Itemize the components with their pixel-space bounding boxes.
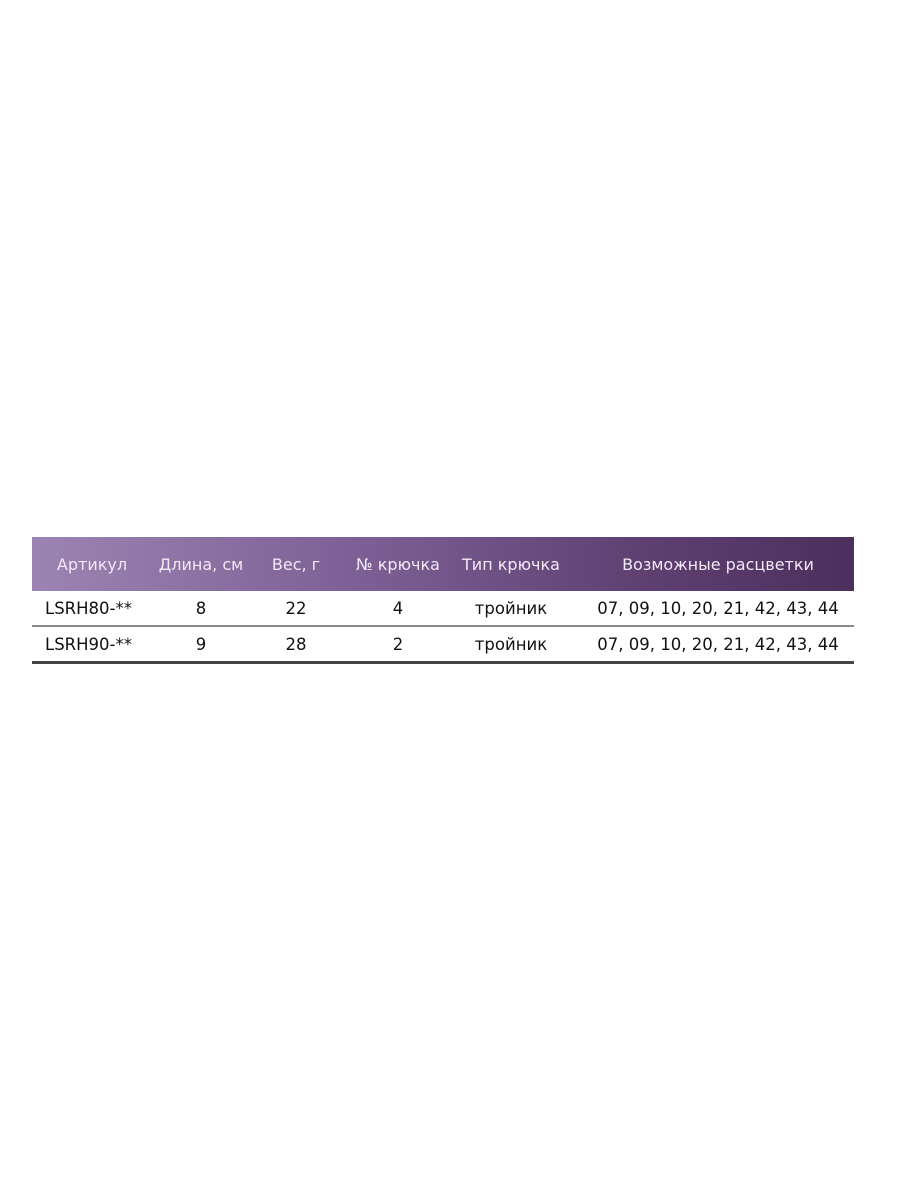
cell-hook-number: 4 (392, 598, 404, 618)
cell-hook-type: тройник (474, 598, 548, 618)
header-colors: Возможные расцветки (622, 554, 814, 574)
cell-weight: 22 (285, 598, 307, 618)
cell-hook-type: тройник (474, 634, 548, 654)
header-hook-number: № крючка (356, 554, 440, 574)
header-length: Длина, см (158, 554, 244, 574)
table-row: LSRH90-** 9 28 2 тройник 07, 09, 10, 20,… (32, 627, 854, 664)
cell-length: 9 (195, 634, 207, 654)
cell-colors: 07, 09, 10, 20, 21, 42, 43, 44 (597, 634, 839, 654)
table-header: Артикул Длина, см Вес, г № крючка Тип кр… (32, 537, 854, 591)
cell-hook-number: 2 (392, 634, 404, 654)
cell-article: LSRH80-** (45, 598, 132, 618)
header-article: Артикул (56, 554, 128, 574)
table-row: LSRH80-** 8 22 4 тройник 07, 09, 10, 20,… (32, 591, 854, 627)
cell-article: LSRH90-** (45, 634, 132, 654)
header-hook-type: Тип крючка (462, 554, 560, 574)
cell-length: 8 (195, 598, 207, 618)
cell-colors: 07, 09, 10, 20, 21, 42, 43, 44 (597, 598, 839, 618)
product-spec-table: Артикул Длина, см Вес, г № крючка Тип кр… (32, 537, 854, 664)
cell-weight: 28 (285, 634, 307, 654)
header-weight: Вес, г (271, 554, 321, 574)
